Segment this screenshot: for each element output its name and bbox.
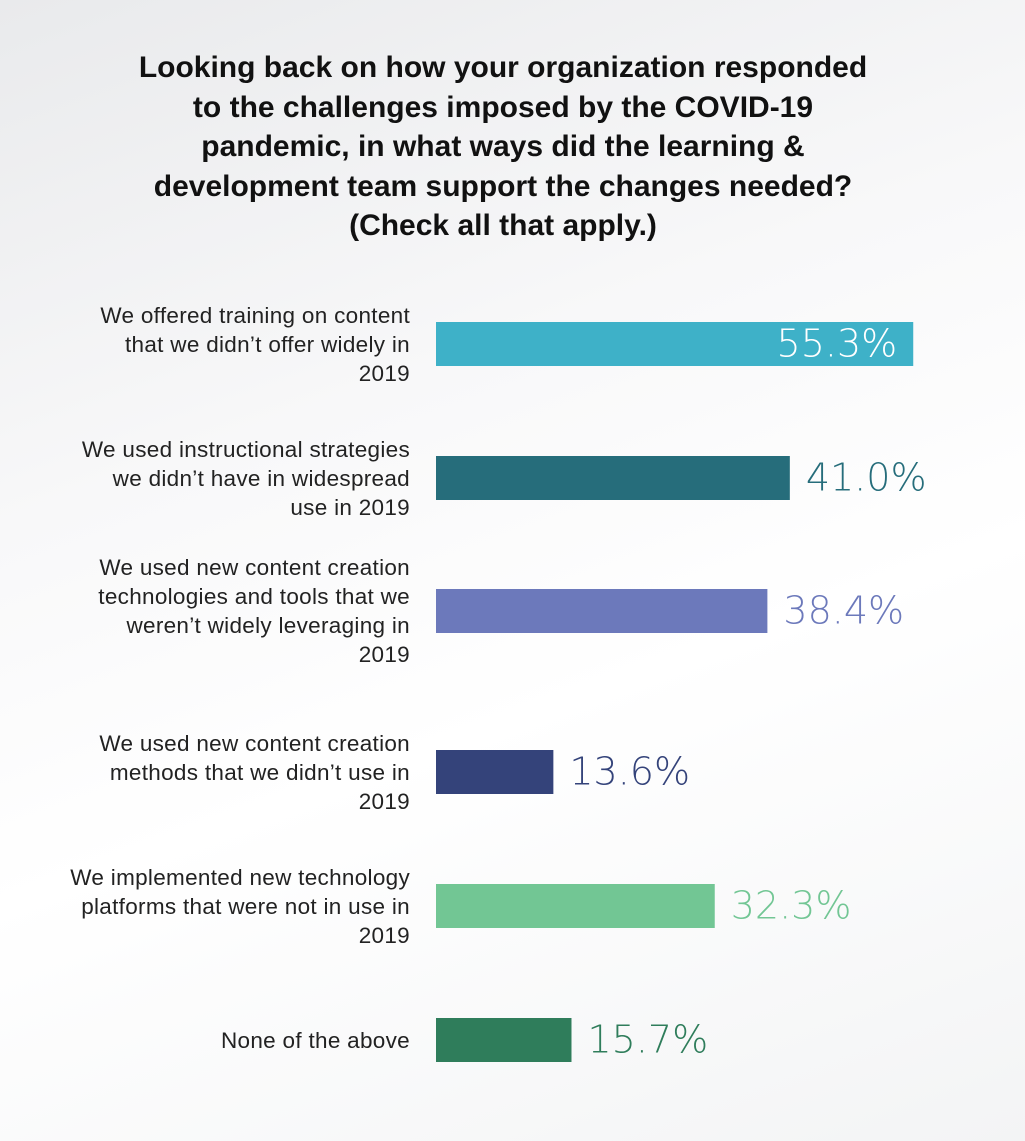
- category-label-box: None of the above: [70, 970, 410, 1110]
- bar: [436, 322, 914, 366]
- bar: [436, 456, 790, 500]
- bar: [436, 884, 715, 928]
- category-label: We used new content creation methods tha…: [99, 730, 410, 814]
- category-label-box: We implemented new technology platforms …: [70, 836, 410, 976]
- category-label: We implemented new technology platforms …: [70, 864, 410, 948]
- category-label: We used instructional strategies we didn…: [81, 436, 410, 520]
- bar: [436, 1018, 572, 1062]
- category-label: None of the above: [221, 1027, 410, 1053]
- category-label-box: We used new content creation methods tha…: [70, 702, 410, 842]
- bar: [436, 750, 554, 794]
- value-label: 38.4%: [783, 589, 904, 633]
- bar: [436, 589, 768, 633]
- category-label-box: We offered training on content that we d…: [70, 274, 410, 414]
- value-label: 55.3%: [777, 322, 898, 366]
- chart-title: Looking back on how your organization re…: [138, 51, 868, 242]
- value-label: 15.7%: [587, 1018, 708, 1062]
- category-label-box: We used instructional strategies we didn…: [70, 408, 410, 548]
- value-label: 13.6%: [569, 750, 690, 794]
- category-label-box: We used new content creation technologie…: [70, 541, 410, 681]
- value-label: 32.3%: [731, 884, 852, 928]
- value-label: 41.0%: [806, 456, 927, 500]
- category-label: We offered training on content that we d…: [100, 302, 410, 386]
- category-label: We used new content creation technologie…: [98, 555, 410, 667]
